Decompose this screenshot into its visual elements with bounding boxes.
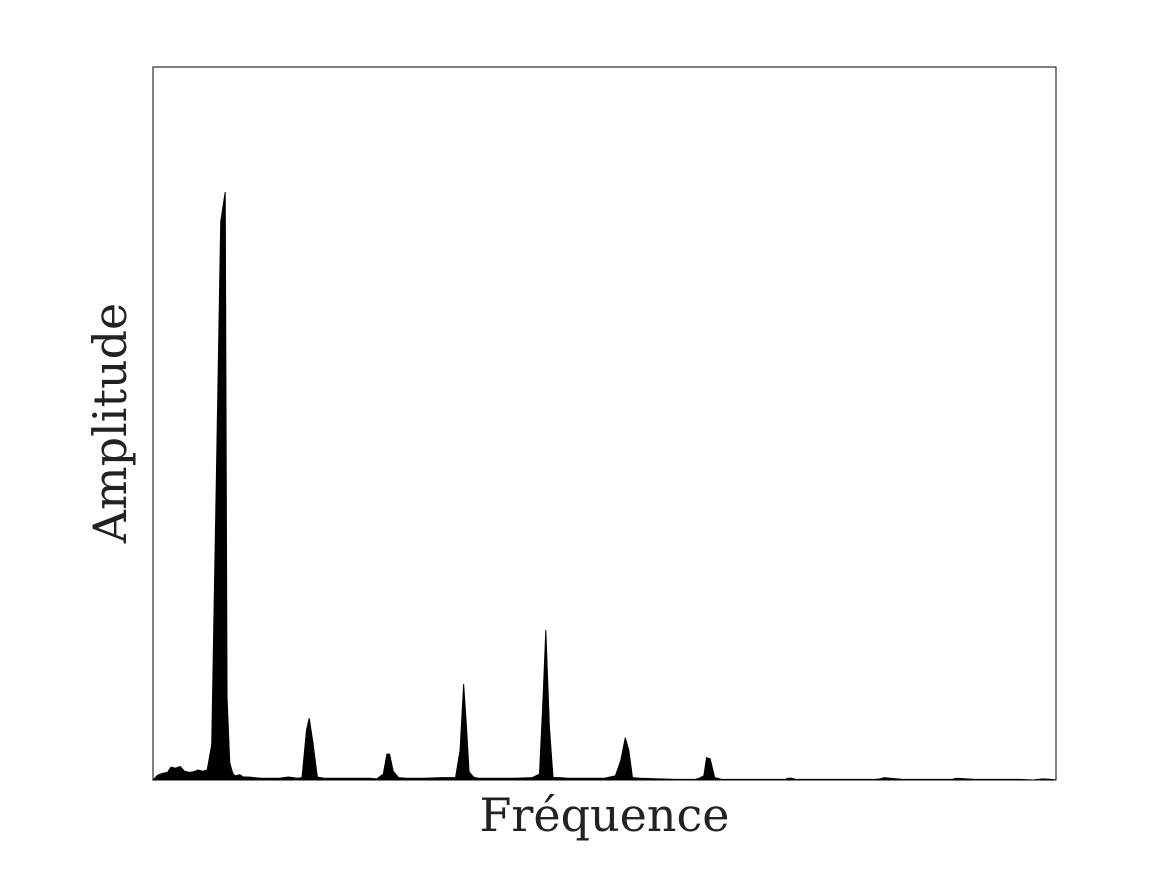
x-axis-label: Fréquence [479, 788, 729, 842]
plot-frame [152, 66, 1057, 781]
y-axis-label: Amplitude [83, 303, 137, 545]
amplitude-spectrum-area [151, 191, 1057, 781]
